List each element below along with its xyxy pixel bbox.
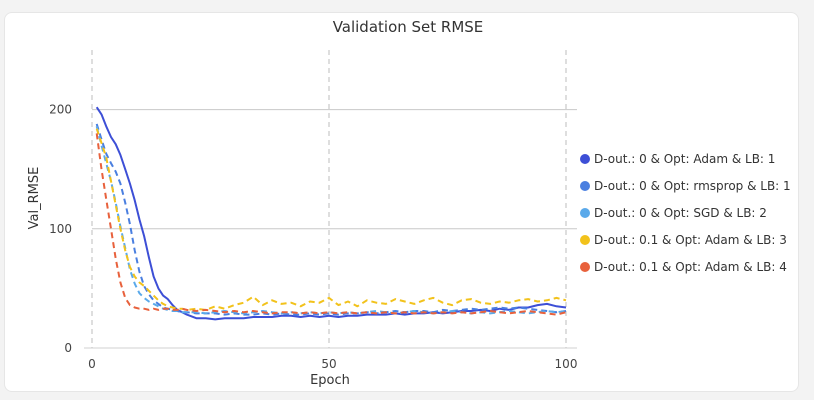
series-line-2 (95, 123, 567, 316)
series-lines (95, 106, 567, 321)
legend-label-5: D-out.: 0.1 & Opt: Adam & LB: 4 (594, 260, 787, 274)
y-axis-label: Val_RMSE (27, 167, 42, 230)
series-line-1 (95, 106, 567, 321)
chart-card (4, 12, 799, 392)
x-tick-label: 100 (555, 357, 578, 371)
series-line-5 (95, 133, 567, 316)
legend: D-out.: 0 & Opt: Adam & LB: 1 D-out.: 0 &… (580, 152, 791, 274)
legend-label-4: D-out.: 0.1 & Opt: Adam & LB: 3 (594, 233, 787, 247)
legend-marker-1 (580, 154, 590, 164)
legend-label-3: D-out.: 0 & Opt: SGD & LB: 2 (594, 206, 767, 220)
tick-labels: 0 100 200 0 50 100 (49, 103, 577, 371)
series-line-4 (95, 128, 567, 311)
legend-marker-5 (580, 262, 590, 272)
x-tick-label: 0 (88, 357, 96, 371)
series-line-3 (95, 126, 567, 315)
chart-title: Validation Set RMSE (333, 18, 484, 36)
y-tick-label: 100 (49, 222, 72, 236)
legend-label-1: D-out.: 0 & Opt: Adam & LB: 1 (594, 152, 775, 166)
x-tick-label: 50 (321, 357, 336, 371)
legend-marker-2 (580, 181, 590, 191)
legend-marker-3 (580, 208, 590, 218)
y-tick-label: 200 (49, 103, 72, 117)
legend-label-2: D-out.: 0 & Opt: rmsprop & LB: 1 (594, 179, 791, 193)
y-tick-label: 0 (64, 341, 72, 355)
legend-marker-4 (580, 235, 590, 245)
x-axis-label: Epoch (310, 373, 350, 388)
grid-lines (91, 50, 577, 348)
